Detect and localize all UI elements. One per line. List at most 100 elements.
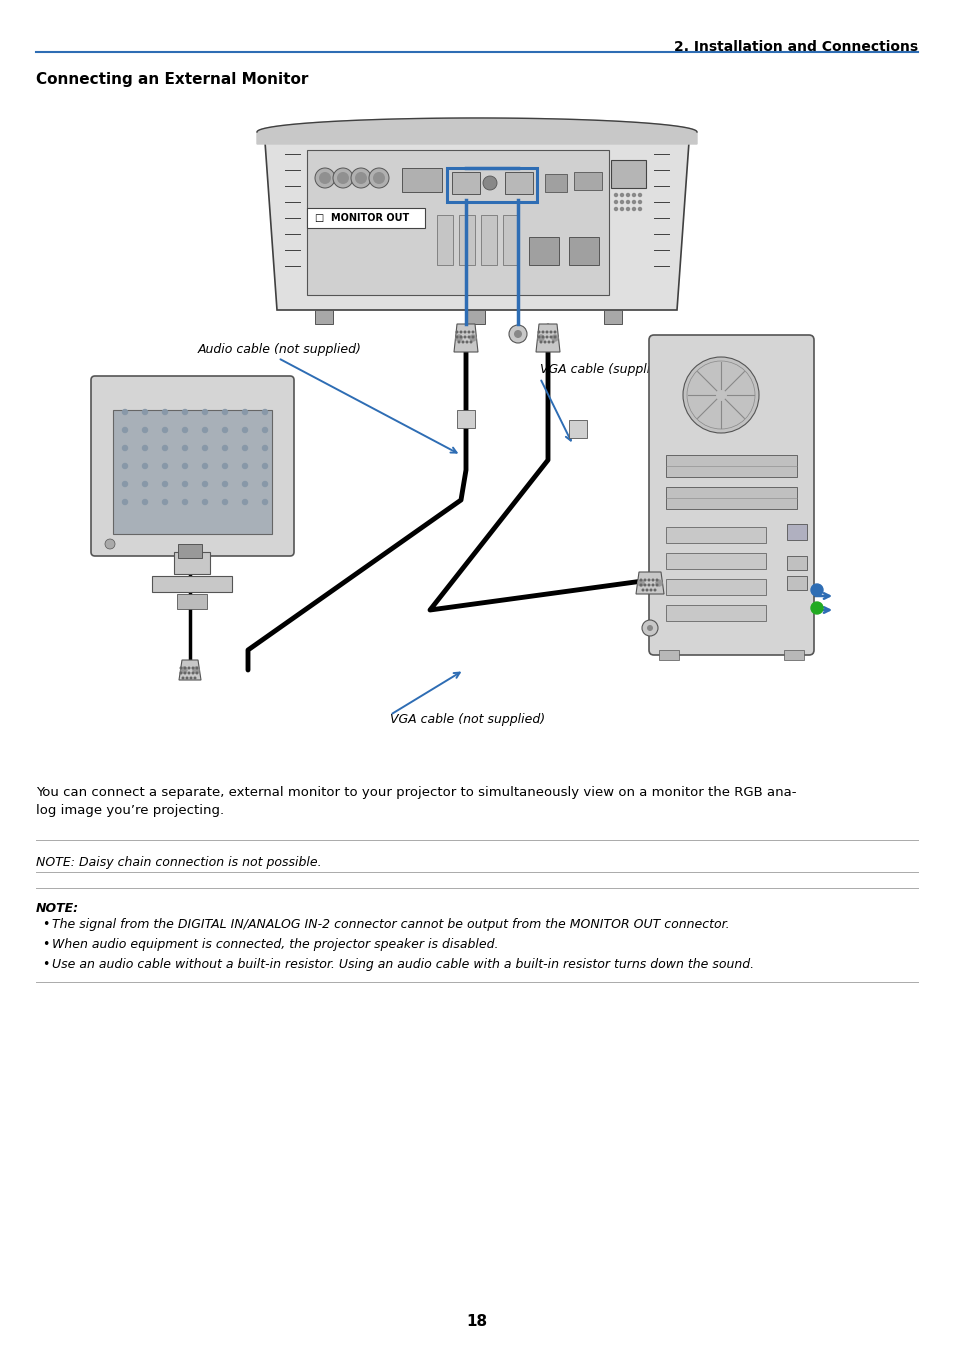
Circle shape [184,667,186,669]
Circle shape [262,481,267,487]
Circle shape [333,168,353,187]
Circle shape [646,625,652,631]
Circle shape [643,580,645,581]
Text: 2. Installation and Connections: 2. Installation and Connections [673,40,917,54]
Circle shape [162,410,168,414]
Circle shape [142,445,148,450]
Circle shape [355,173,367,183]
Circle shape [554,336,556,338]
Circle shape [550,332,551,333]
Bar [786,555,806,570]
Circle shape [242,464,247,469]
Circle shape [626,201,629,204]
Circle shape [619,201,623,204]
Circle shape [537,336,543,341]
Circle shape [142,500,148,504]
Circle shape [202,481,208,487]
Circle shape [162,464,168,469]
Bar [665,580,765,594]
Circle shape [222,410,227,414]
Circle shape [656,580,658,581]
Text: You can connect a separate, external monitor to your projector to simultaneously: You can connect a separate, external mon… [36,786,796,799]
Circle shape [614,208,617,210]
Circle shape [184,673,186,674]
Circle shape [552,336,558,341]
Circle shape [656,584,658,586]
Bar [467,310,484,324]
Circle shape [459,336,461,338]
Circle shape [142,427,148,433]
Circle shape [192,673,193,674]
Bar [783,650,803,661]
Circle shape [186,677,188,679]
Circle shape [190,677,192,679]
Polygon shape [256,119,697,144]
Circle shape [509,325,526,342]
Circle shape [318,173,331,183]
Bar [665,553,765,569]
Bar [152,576,232,592]
Circle shape [552,341,554,342]
Circle shape [643,584,645,586]
Circle shape [142,481,148,487]
Circle shape [142,410,148,414]
Bar [458,214,475,266]
Circle shape [122,410,128,414]
Circle shape [461,341,463,342]
Circle shape [682,357,759,433]
Circle shape [548,341,549,342]
Circle shape [202,410,208,414]
Circle shape [537,336,539,338]
Circle shape [122,500,128,504]
Circle shape [472,336,474,338]
Circle shape [647,580,649,581]
Circle shape [459,332,461,333]
Circle shape [314,168,335,187]
Circle shape [193,667,199,673]
Circle shape [638,194,640,197]
Circle shape [472,332,474,333]
Circle shape [262,410,267,414]
Circle shape [242,445,247,450]
Circle shape [652,580,653,581]
Circle shape [656,580,661,586]
Bar [401,168,441,191]
Polygon shape [636,572,663,594]
Circle shape [222,427,227,433]
Circle shape [262,445,267,450]
Bar [502,214,518,266]
Circle shape [373,173,385,183]
Circle shape [464,332,465,333]
Circle shape [810,584,822,596]
Circle shape [180,673,182,674]
Bar [544,174,566,191]
Circle shape [122,481,128,487]
Circle shape [369,168,389,187]
Circle shape [222,500,227,504]
Circle shape [351,168,371,187]
Text: VGA cable (not supplied): VGA cable (not supplied) [390,713,544,727]
Bar [665,527,765,543]
Circle shape [192,667,193,669]
Circle shape [162,427,168,433]
Circle shape [105,539,115,549]
Text: □  MONITOR OUT: □ MONITOR OUT [314,213,409,222]
Circle shape [466,341,467,342]
Circle shape [550,336,551,338]
Circle shape [242,427,247,433]
Circle shape [456,336,461,341]
Circle shape [647,584,649,586]
Text: •: • [42,958,50,971]
Bar [786,524,806,541]
Circle shape [182,410,188,414]
Circle shape [222,481,227,487]
Bar [665,487,796,510]
Circle shape [336,173,349,183]
Circle shape [654,589,655,590]
Circle shape [546,332,547,333]
Circle shape [202,427,208,433]
Circle shape [652,584,653,586]
Circle shape [470,336,476,341]
Circle shape [554,332,556,333]
Circle shape [541,336,543,338]
